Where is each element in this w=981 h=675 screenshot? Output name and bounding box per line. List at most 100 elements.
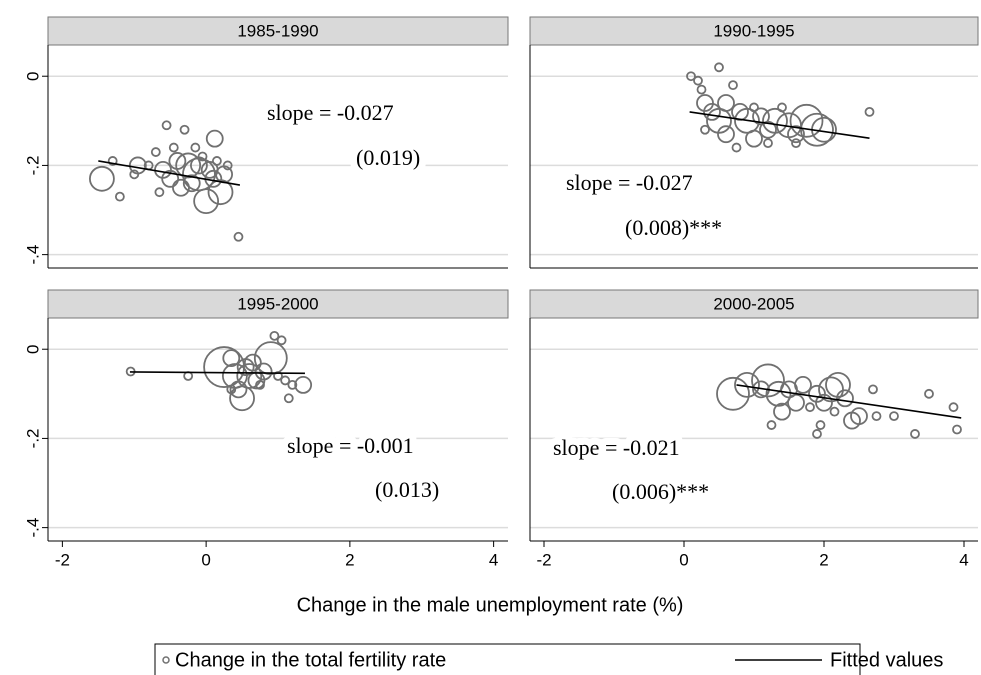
strip (47, 289, 509, 319)
y-tick-label: -.4 (23, 245, 42, 265)
point (150, 147, 161, 157)
strip (529, 16, 979, 46)
point (175, 152, 202, 179)
fitted-line (736, 384, 962, 419)
panel-title: 1990-1995 (713, 21, 794, 40)
point (283, 393, 294, 404)
fitted-line (689, 111, 870, 140)
annotation: slope = -0.001 (287, 433, 414, 458)
point (154, 187, 165, 198)
annotation: slope = -0.021 (553, 435, 680, 460)
annotation: (0.019) (356, 145, 420, 170)
point (190, 156, 208, 175)
point (745, 129, 763, 148)
fitted-line (129, 371, 305, 375)
point (222, 349, 241, 368)
x-tick-label: 4 (489, 550, 498, 569)
point (161, 169, 180, 188)
point (253, 341, 288, 376)
point (815, 393, 833, 412)
point (280, 375, 291, 386)
strip (47, 16, 509, 46)
panel-title: 1985-1990 (237, 21, 318, 40)
panel-title: 2000-2005 (713, 294, 794, 313)
point (686, 71, 696, 82)
point (207, 179, 234, 206)
point (864, 107, 875, 117)
point (759, 120, 777, 139)
point (128, 156, 147, 175)
strip (529, 289, 979, 319)
annotation: slope = -0.027 (267, 100, 394, 125)
point (161, 120, 172, 131)
y-tick-label: -.2 (23, 428, 42, 448)
plot-area (48, 318, 508, 541)
point (910, 429, 920, 439)
point (763, 138, 773, 149)
point (805, 402, 815, 413)
point (233, 231, 244, 242)
plot-area (48, 45, 508, 268)
point (800, 112, 834, 147)
x-tick-label: 2 (819, 550, 828, 569)
point (787, 393, 805, 412)
plot-area (530, 318, 978, 541)
point (205, 129, 224, 148)
point (197, 151, 208, 162)
point (129, 169, 140, 180)
y-tick-label: 0 (23, 71, 42, 80)
point (734, 107, 760, 134)
point (765, 380, 792, 407)
point (787, 125, 805, 144)
point (766, 420, 777, 430)
point (762, 107, 788, 134)
y-tick-label: -.2 (23, 155, 42, 175)
point (269, 330, 280, 341)
point (791, 138, 801, 149)
point (868, 384, 878, 395)
point (107, 156, 118, 166)
point (751, 363, 785, 398)
point (243, 353, 262, 372)
x-tick-label: -2 (536, 550, 551, 569)
point (948, 402, 959, 413)
point (287, 379, 298, 390)
point (924, 388, 934, 399)
point (731, 142, 742, 153)
point (236, 363, 263, 389)
x-tick-label: 2 (345, 550, 354, 569)
y-tick-label: -.4 (23, 518, 42, 538)
point (114, 191, 125, 202)
point (212, 156, 222, 166)
annotation: (0.008)*** (625, 215, 722, 240)
x-tick-label: 4 (959, 550, 968, 569)
point (700, 124, 710, 135)
point (276, 335, 287, 346)
x-tick-label: 0 (679, 550, 688, 569)
point (168, 142, 179, 153)
point (190, 142, 201, 153)
point (728, 80, 738, 91)
point (952, 424, 962, 435)
x-tick-label: 0 (201, 550, 210, 569)
point (179, 124, 190, 135)
annotation: slope = -0.027 (566, 170, 693, 195)
point (716, 376, 750, 411)
point (182, 174, 201, 193)
point (808, 384, 826, 403)
point (829, 406, 840, 417)
x-tick-label: -2 (55, 550, 70, 569)
point (255, 379, 265, 390)
legend-entry: Change in the total fertility rate (175, 649, 446, 671)
point (703, 103, 721, 121)
point (889, 411, 899, 422)
point (714, 62, 724, 73)
fitted-line (98, 160, 241, 186)
point (812, 429, 822, 439)
point (836, 389, 854, 408)
point (734, 371, 760, 398)
point (696, 94, 714, 112)
point (815, 420, 826, 430)
y-tick-label: 0 (23, 344, 42, 353)
